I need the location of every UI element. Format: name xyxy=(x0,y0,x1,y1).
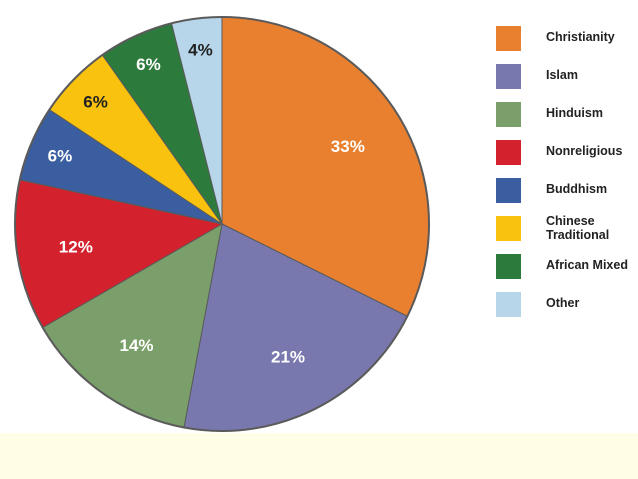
legend-label: Islam xyxy=(546,68,578,82)
legend-swatch xyxy=(496,140,521,165)
pie-outline xyxy=(14,16,430,432)
legend-swatch xyxy=(496,292,521,317)
legend-swatch xyxy=(496,102,521,127)
data-label-other: 4% xyxy=(188,40,213,59)
data-label-christianity: 33% xyxy=(331,137,365,156)
legend-swatch xyxy=(496,216,521,241)
data-label-nonreligious: 12% xyxy=(59,238,93,257)
footer-band xyxy=(0,433,638,479)
legend-swatch xyxy=(496,254,521,279)
legend-label: Christianity xyxy=(546,30,615,44)
legend-swatch xyxy=(496,178,521,203)
legend-swatch xyxy=(496,26,521,51)
legend-label: Other xyxy=(546,296,580,310)
data-label-buddhism: 6% xyxy=(48,146,73,165)
data-label-islam: 21% xyxy=(271,348,305,367)
legend-label: African Mixed xyxy=(546,258,628,272)
data-label-chinese-traditional: 6% xyxy=(83,93,108,112)
legend-label: Buddhism xyxy=(546,182,608,196)
legend-label: Nonreligious xyxy=(546,144,623,158)
legend-swatch xyxy=(496,64,521,89)
legend-label: Chinese Traditional xyxy=(546,214,610,242)
legend-label: Hinduism xyxy=(546,106,603,120)
data-label-african-mixed: 6% xyxy=(136,55,161,74)
data-label-hinduism: 14% xyxy=(119,336,153,355)
